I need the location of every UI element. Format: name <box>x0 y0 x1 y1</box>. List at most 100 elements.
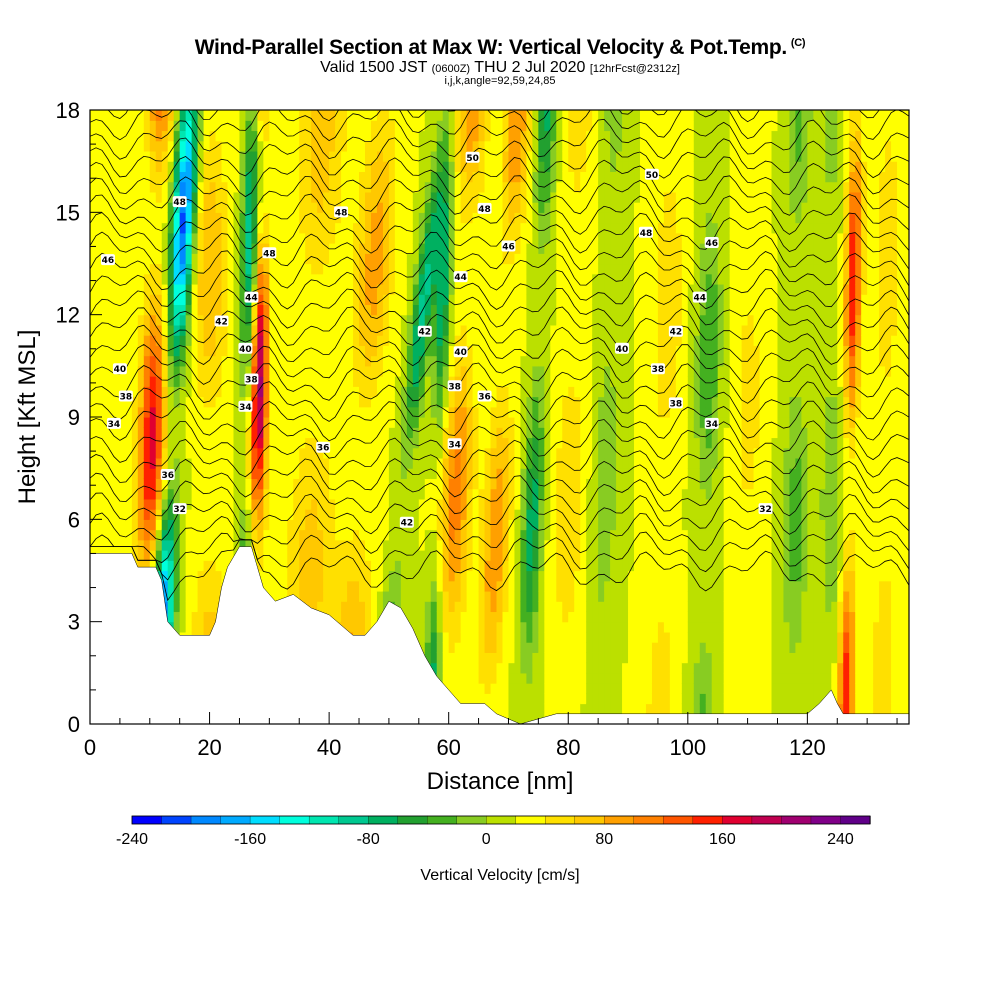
velocity-cell <box>412 427 420 439</box>
velocity-cell <box>299 539 306 551</box>
velocity-cell <box>454 294 462 306</box>
velocity-cell <box>424 590 432 602</box>
velocity-cell <box>347 560 354 572</box>
velocity-cell <box>394 304 402 316</box>
velocity-cell <box>143 130 151 142</box>
velocity-cell <box>131 468 139 479</box>
velocity-cell <box>125 396 133 408</box>
velocity-cell <box>299 376 306 387</box>
velocity-cell <box>472 386 480 398</box>
velocity-cell <box>508 202 516 213</box>
velocity-cell <box>382 140 390 152</box>
velocity-cell <box>580 478 587 490</box>
velocity-cell <box>179 161 187 172</box>
velocity-cell <box>251 498 258 510</box>
velocity-cell <box>562 212 569 224</box>
velocity-cell <box>430 150 438 162</box>
velocity-cell <box>370 324 378 336</box>
velocity-cell <box>418 243 426 254</box>
velocity-cell <box>305 478 312 490</box>
velocity-cell <box>299 181 306 193</box>
velocity-cell <box>257 110 264 121</box>
velocity-cell <box>209 120 217 132</box>
velocity-cell <box>550 498 557 510</box>
velocity-cell <box>448 365 456 377</box>
velocity-cell <box>161 580 169 592</box>
velocity-cell <box>161 478 169 490</box>
velocity-cell <box>317 273 324 285</box>
velocity-cell <box>125 130 133 142</box>
velocity-cell <box>299 243 306 254</box>
velocity-cell <box>90 509 97 520</box>
velocity-cell <box>227 396 235 408</box>
velocity-cell <box>490 386 498 398</box>
velocity-cell <box>436 529 444 541</box>
velocity-cell <box>95 202 103 213</box>
velocity-cell <box>101 202 109 213</box>
velocity-cell <box>514 130 522 142</box>
velocity-cell <box>197 437 205 449</box>
velocity-cell <box>382 335 390 346</box>
velocity-cell <box>227 314 235 326</box>
velocity-cell <box>233 468 241 479</box>
velocity-cell <box>221 263 229 275</box>
velocity-cell <box>179 468 187 479</box>
velocity-cell <box>335 478 342 490</box>
velocity-cell <box>562 417 569 428</box>
velocity-cell <box>311 437 318 449</box>
velocity-cell <box>155 140 163 152</box>
velocity-cell <box>359 468 366 479</box>
velocity-cell <box>209 447 217 459</box>
velocity-cell <box>269 110 276 121</box>
velocity-cell <box>137 171 145 183</box>
velocity-cell <box>299 150 306 162</box>
velocity-cell <box>137 560 145 572</box>
velocity-cell <box>460 191 468 203</box>
velocity-cell <box>532 550 539 561</box>
velocity-cell <box>95 222 103 234</box>
velocity-cell <box>131 335 139 346</box>
velocity-cell <box>179 457 187 469</box>
velocity-cell <box>400 570 408 582</box>
velocity-cell <box>269 376 276 387</box>
velocity-cell <box>388 273 396 285</box>
velocity-cell <box>221 509 229 520</box>
velocity-cell <box>239 263 247 275</box>
velocity-cell <box>149 417 157 428</box>
velocity-cell <box>191 212 199 224</box>
velocity-cell <box>430 590 438 602</box>
velocity-cell <box>364 365 372 377</box>
velocity-cell <box>251 417 258 428</box>
velocity-cell <box>293 232 300 244</box>
velocity-cell <box>197 611 205 623</box>
velocity-cell <box>167 232 175 244</box>
velocity-cell <box>275 202 282 213</box>
velocity-cell <box>263 161 270 172</box>
velocity-cell <box>131 447 139 459</box>
velocity-cell <box>364 355 372 367</box>
velocity-cell <box>514 386 522 398</box>
velocity-cell <box>257 529 264 541</box>
velocity-cell <box>448 273 456 285</box>
velocity-cell <box>472 539 480 551</box>
velocity-cell <box>436 273 444 285</box>
velocity-cell <box>107 488 115 500</box>
velocity-cell <box>167 243 175 254</box>
velocity-cell <box>179 120 187 132</box>
velocity-cell <box>580 130 587 142</box>
velocity-cell <box>359 550 366 561</box>
velocity-cell <box>466 662 474 674</box>
velocity-cell <box>496 222 504 234</box>
velocity-cell <box>412 345 420 357</box>
velocity-cell <box>394 406 402 418</box>
velocity-cell <box>239 488 247 500</box>
velocity-cell <box>107 355 115 367</box>
velocity-cell <box>538 478 545 490</box>
velocity-cell <box>376 232 384 244</box>
velocity-cell <box>221 539 229 551</box>
velocity-cell <box>161 304 169 316</box>
velocity-cell <box>490 488 498 500</box>
velocity-cell <box>119 191 127 203</box>
velocity-cell <box>508 406 516 418</box>
velocity-cell <box>131 519 139 531</box>
